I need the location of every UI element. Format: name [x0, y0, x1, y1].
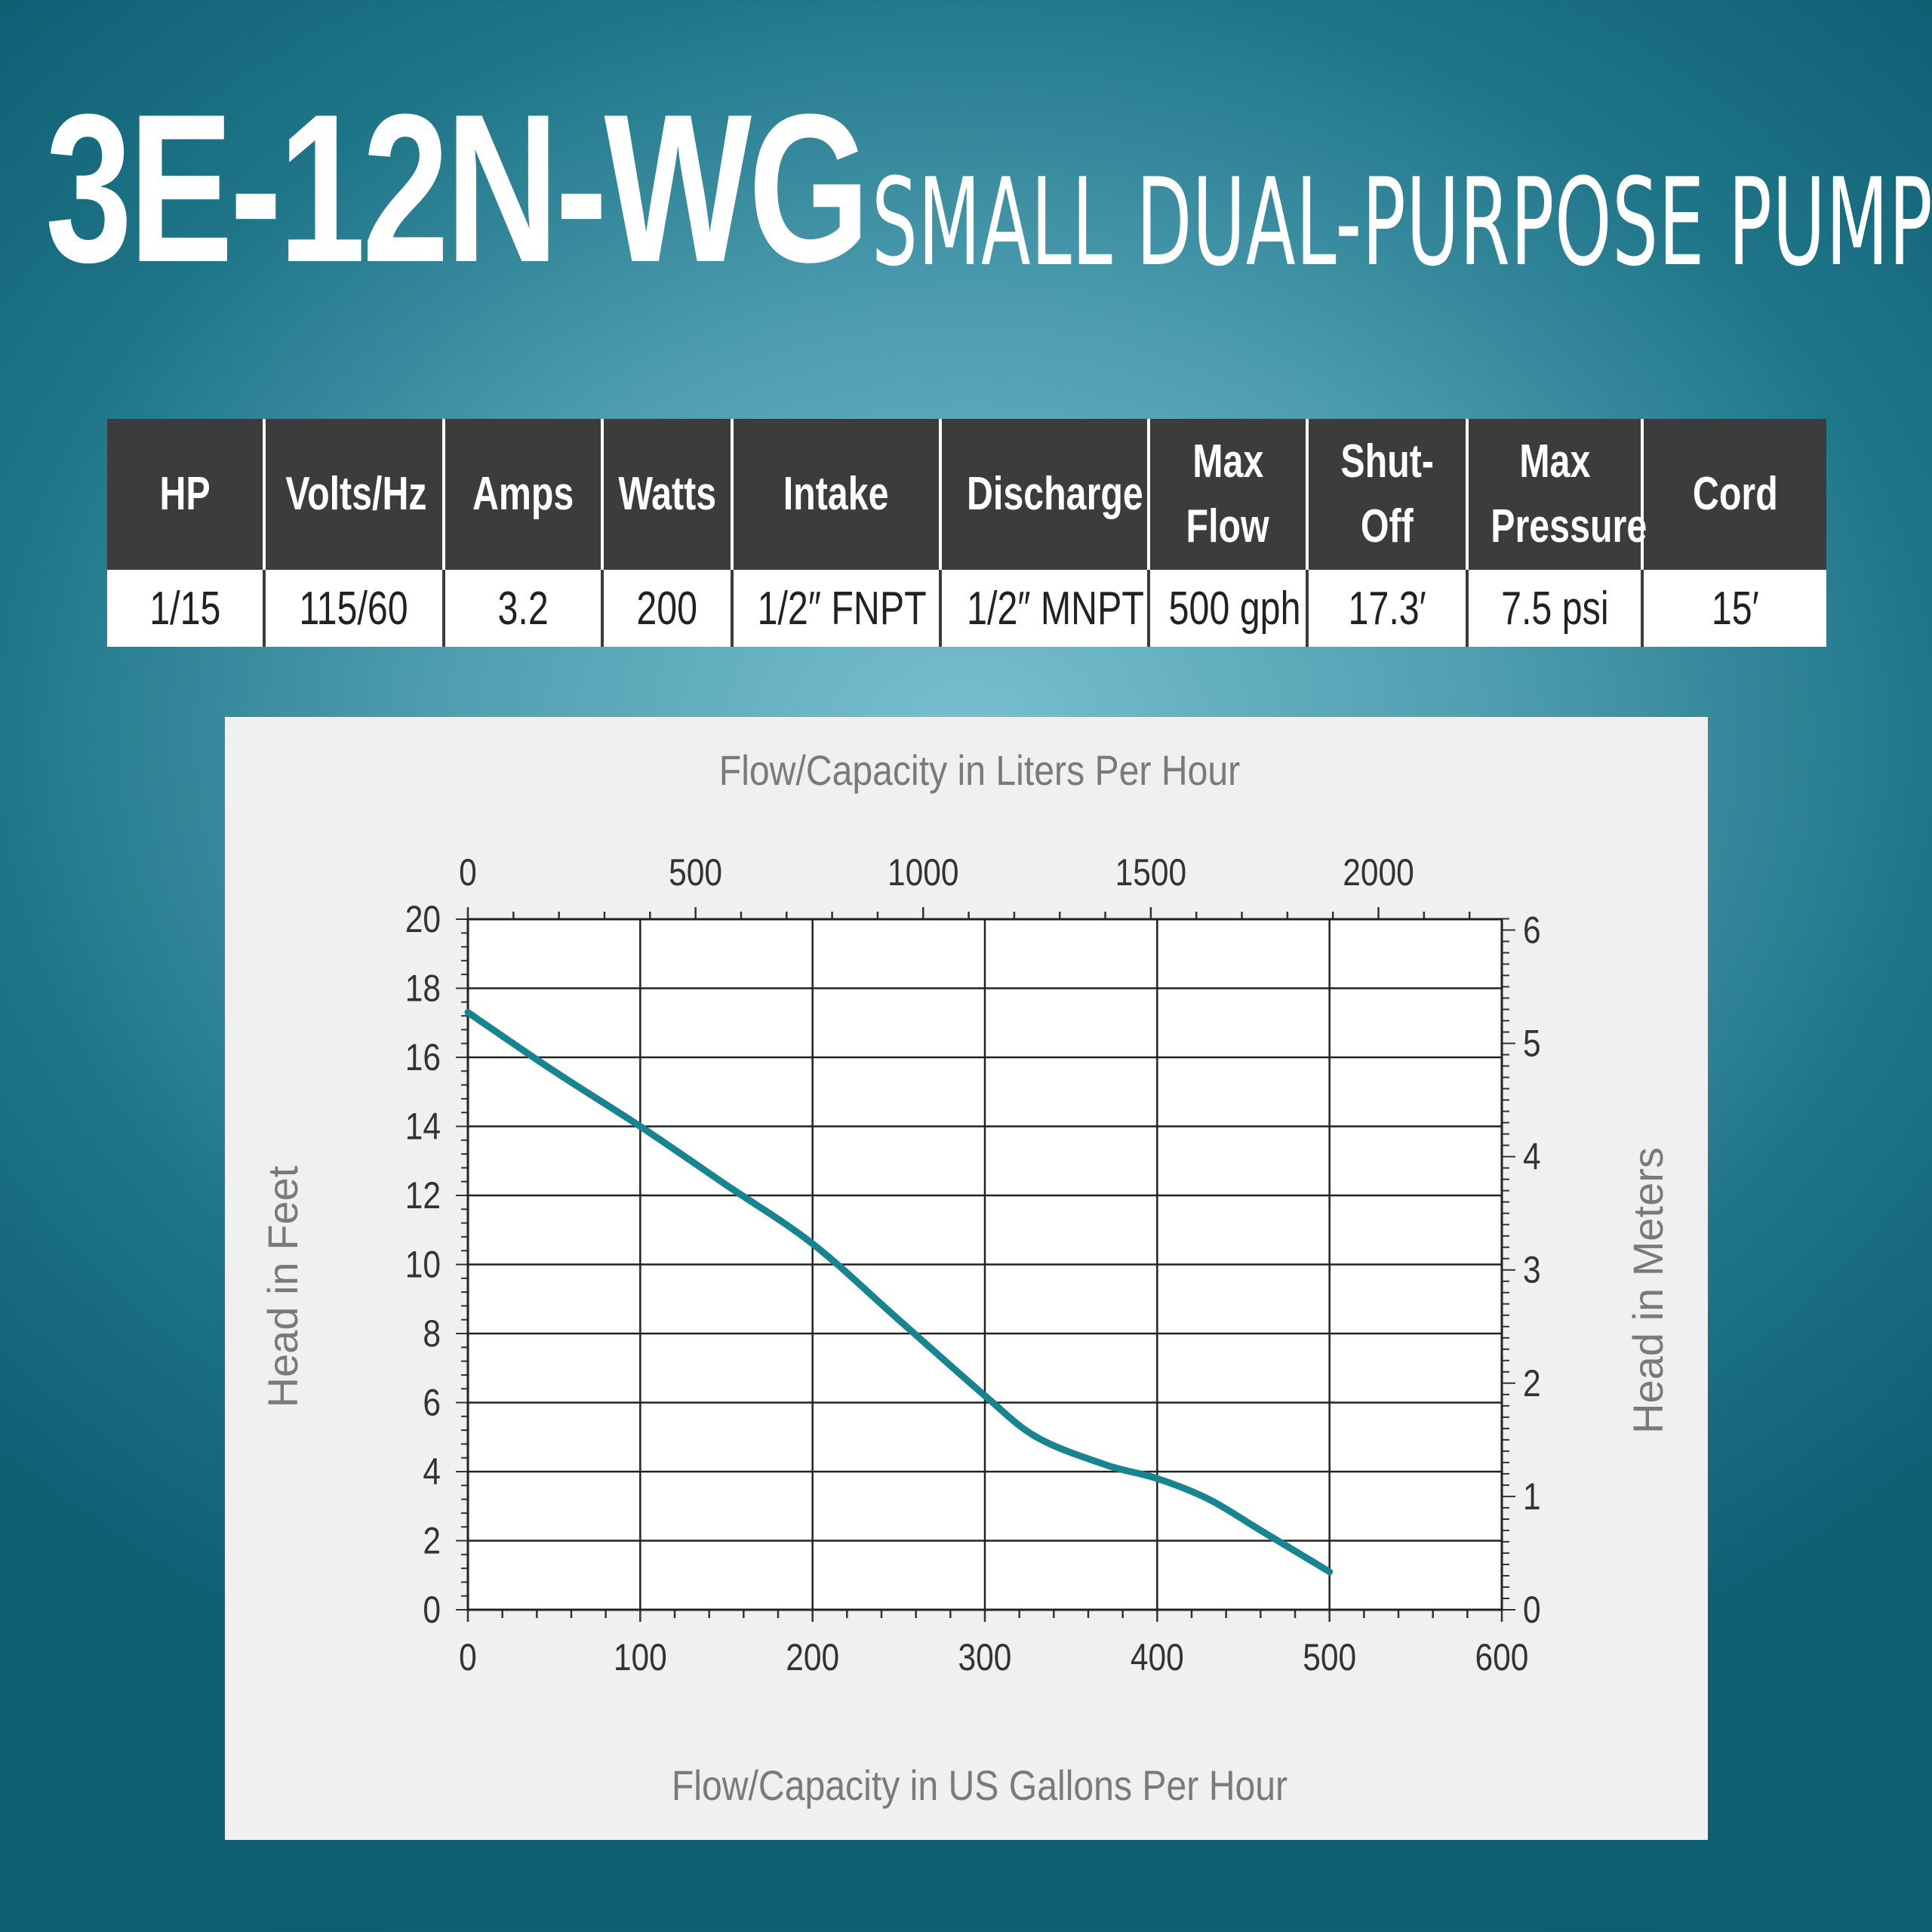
spec-header-discharge: Discharge: [939, 419, 1150, 570]
x-tick-label: 0: [459, 1636, 477, 1678]
y-tick-label: 4: [423, 1451, 441, 1493]
chart-title-top: Flow/Capacity in Liters Per Hour: [719, 748, 1240, 795]
x-axis-title: Flow/Capacity in US Gallons Per Hour: [672, 1763, 1287, 1810]
x-tick-label: 500: [1303, 1636, 1356, 1678]
y-tick-label: 20: [405, 898, 441, 940]
performance-curve: [464, 1009, 1334, 1576]
x-tick-label: 300: [958, 1636, 1012, 1678]
spec-header-watts: Watts: [601, 419, 734, 570]
y-axis-title-right: Head in Meters: [1624, 1147, 1672, 1434]
spec-header-amps: Amps: [442, 419, 604, 570]
y-tick-label: 8: [423, 1312, 441, 1355]
right-tick-label: 4: [1523, 1135, 1541, 1177]
y-tick-label: 2: [423, 1519, 441, 1561]
model-number: 3E-12N-WG: [45, 71, 870, 306]
y-tick-label: 18: [405, 967, 441, 1009]
top-tick-label: 0: [459, 851, 477, 894]
spec-value-volts-hz: 115/60: [263, 570, 445, 647]
x-tick-label: 200: [786, 1636, 839, 1678]
x-tick-label: 600: [1475, 1636, 1529, 1678]
y-tick-label: 16: [405, 1036, 441, 1078]
spec-header-max-pressure: Max Pressure: [1466, 419, 1647, 570]
x-tick-label: 400: [1131, 1636, 1184, 1678]
spec-header-hp: HP: [107, 419, 266, 570]
spec-header-max-flow: Max Flow: [1147, 419, 1309, 570]
spec-value-discharge: 1/2″ MNPT: [939, 570, 1150, 647]
spec-value-max-pressure: 7.5 psi: [1466, 570, 1644, 647]
x-tick-label: 100: [614, 1636, 667, 1678]
grid-layer: [468, 919, 1502, 1610]
spec-value-hp: 1/15: [107, 570, 266, 647]
top-tick-label: 1500: [1115, 851, 1187, 894]
spec-header-row: HP Volts/Hz Amps Watts Intake Discharge …: [107, 419, 1826, 570]
spec-value-row: 1/15 115/60 3.2 200 1/2″ FNPT 1/2″ MNPT …: [107, 570, 1826, 647]
top-tick-label: 500: [669, 851, 722, 894]
y-tick-label: 0: [423, 1589, 441, 1631]
spec-header-cord: Cord: [1641, 419, 1826, 570]
right-tick-label: 1: [1523, 1475, 1541, 1518]
y-tick-label: 14: [405, 1105, 441, 1147]
spec-value-shut-off: 17.3′: [1306, 570, 1469, 647]
top-tick-label: 1000: [888, 851, 959, 894]
spec-header-shut-off: Shut- Off: [1306, 419, 1469, 570]
title-row: 3E-12N-WG SMALL DUAL-PURPOSE PUMP: [45, 71, 1932, 306]
right-tick-label: 2: [1523, 1362, 1541, 1404]
right-tick-label: 6: [1523, 909, 1541, 951]
spec-value-cord: 15′: [1641, 570, 1826, 647]
right-tick-label: 5: [1523, 1022, 1541, 1064]
spec-value-amps: 3.2: [442, 570, 604, 647]
top-tick-label: 2000: [1343, 851, 1414, 894]
y-tick-label: 12: [405, 1174, 441, 1217]
performance-chart-panel: 0 100 200 300 400 500 600 0 2 4 6 8 10 12 14 16 18 20 0 500…: [225, 717, 1708, 1840]
spec-header-volts-hz: Volts/Hz: [263, 419, 445, 570]
right-tick-label: 3: [1523, 1248, 1541, 1291]
product-subtitle: SMALL DUAL-PURPOSE PUMP: [872, 152, 1932, 293]
spec-header-intake: Intake: [731, 419, 942, 570]
y-tick-label: 10: [405, 1243, 441, 1285]
y-tick-label: 6: [423, 1381, 441, 1423]
minor-ticks: [456, 907, 1515, 1622]
right-tick-label: 0: [1523, 1589, 1541, 1631]
y-axis-title-left: Head in Feet: [259, 1165, 306, 1407]
spec-table: HP Volts/Hz Amps Watts Intake Discharge …: [107, 419, 1826, 647]
spec-value-intake: 1/2″ FNPT: [731, 570, 942, 647]
plot-frame: [466, 918, 1503, 1611]
spec-value-max-flow: 500 gph: [1147, 570, 1309, 647]
spec-value-watts: 200: [601, 570, 734, 647]
